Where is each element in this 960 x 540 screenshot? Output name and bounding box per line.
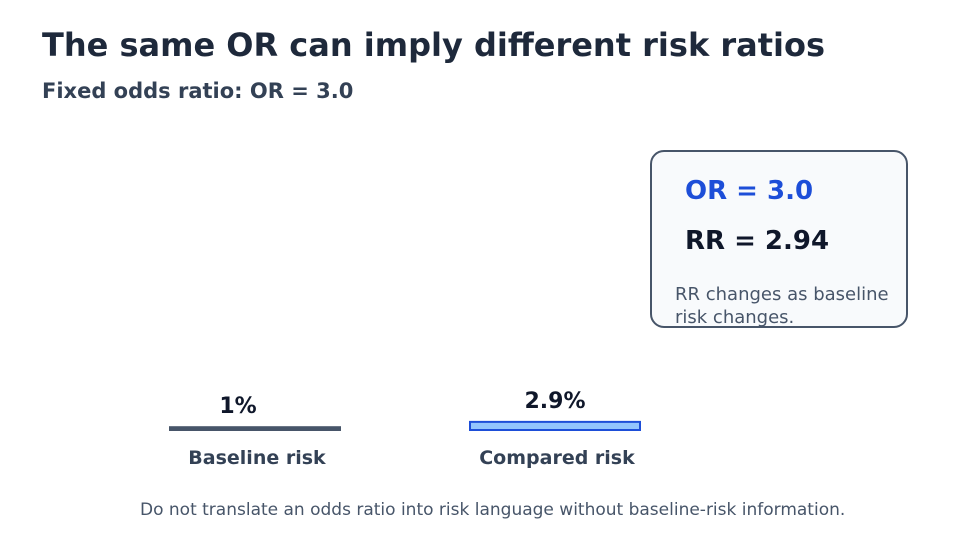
data-label-baseline-risk: 1% (219, 394, 256, 419)
odds-ratio-value: OR = 3.0 (685, 176, 814, 206)
ratio-callout-box: OR = 3.0 RR = 2.94 RR changes as baselin… (650, 150, 908, 328)
callout-note: RR changes as baseline risk changes. (675, 284, 889, 328)
footnote: Do not translate an odds ratio into risk… (140, 500, 846, 520)
chart-subtitle: Fixed odds ratio: OR = 3.0 (42, 79, 354, 103)
bar-compared-risk (469, 420, 641, 432)
category-label-baseline-risk: Baseline risk (188, 447, 326, 469)
chart-title: The same OR can imply different risk rat… (42, 26, 826, 64)
risk-ratio-value: RR = 2.94 (685, 226, 830, 256)
bar-baseline-risk (169, 426, 341, 432)
category-label-compared-risk: Compared risk (479, 447, 635, 469)
data-label-compared-risk: 2.9% (524, 389, 585, 414)
